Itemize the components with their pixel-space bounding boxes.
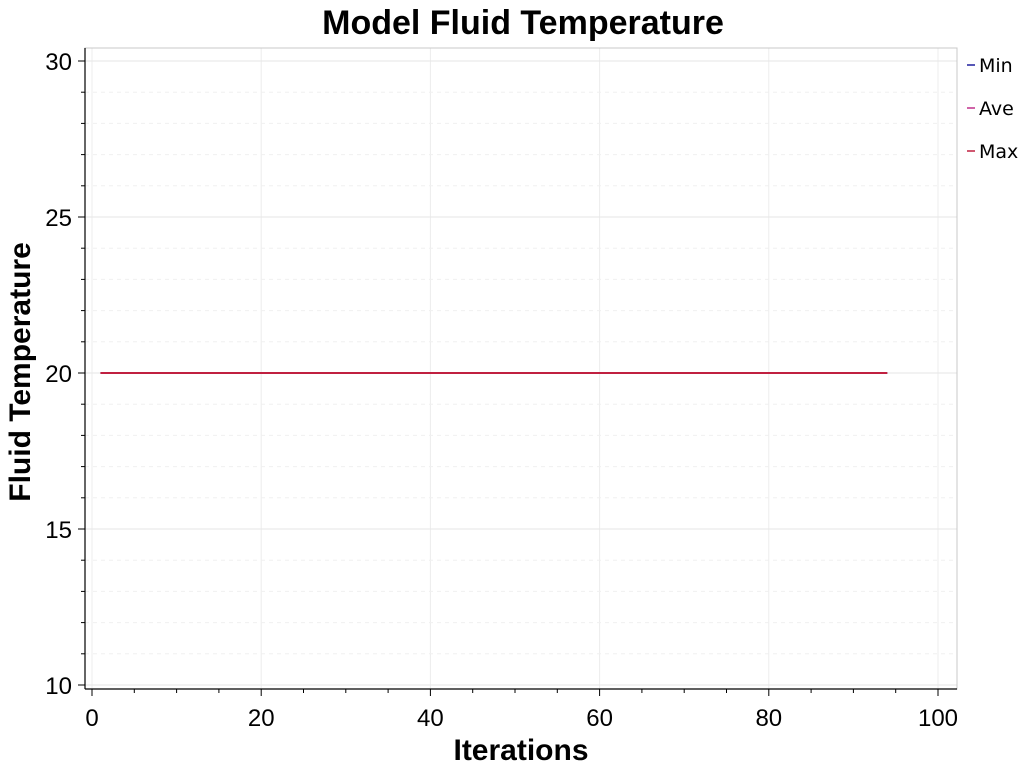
x-tick-label: 40 [417, 705, 444, 732]
y-tick-label: 20 [45, 361, 72, 388]
x-tick-label: 20 [248, 705, 275, 732]
x-tick-label: 100 [918, 705, 958, 732]
legend-label-min: Min [979, 55, 1013, 77]
chart-title: Model Fluid Temperature [322, 4, 724, 42]
y-axis-label: Fluid Temperature [4, 242, 37, 501]
y-tick-label: 30 [45, 49, 72, 76]
y-tick-label: 25 [45, 205, 72, 232]
y-tick-label: 10 [45, 673, 72, 700]
x-tick-label: 80 [755, 705, 782, 732]
x-tick-label: 0 [85, 705, 98, 732]
legend-label-max: Max [979, 141, 1018, 163]
x-tick-label: 60 [586, 705, 613, 732]
y-axis-ticks: 10 15 20 25 30 [45, 49, 85, 700]
x-axis-label: Iterations [453, 734, 588, 767]
legend-label-ave: Ave [979, 98, 1014, 120]
legend: Min Ave Max [967, 55, 1018, 163]
x-axis-ticks: 0 20 40 60 80 100 [85, 689, 958, 732]
y-tick-label: 15 [45, 517, 72, 544]
